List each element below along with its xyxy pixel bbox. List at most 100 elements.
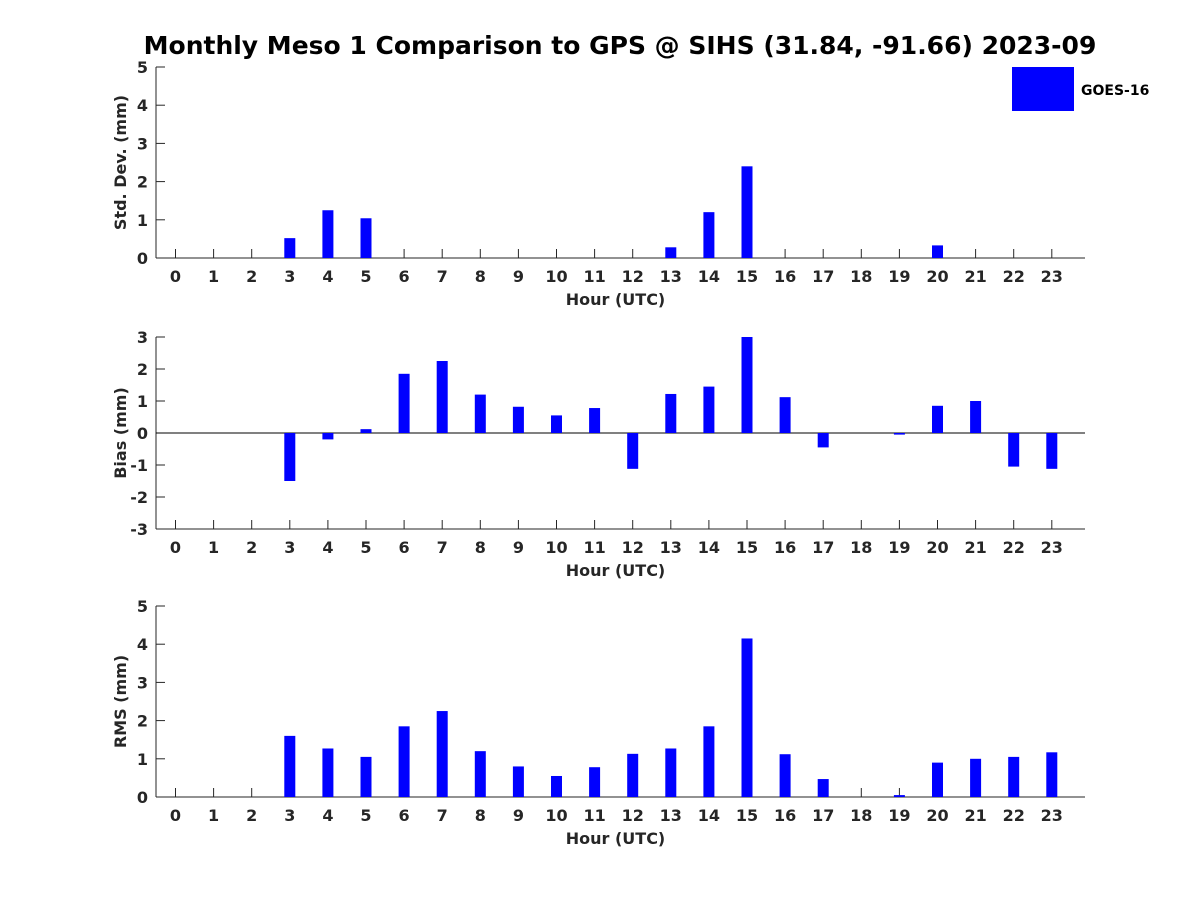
x-tick-label: 5 [360,806,371,825]
bar-hour-20 [932,405,943,433]
bar-hour-19 [893,795,905,797]
bar-hour-9 [512,766,524,797]
y-tick-label: 3 [137,673,148,692]
x-tick-label: 4 [322,267,333,286]
y-tick-label: 1 [137,750,148,769]
x-tick-label: 14 [698,806,720,825]
bar-hour-6 [398,726,410,797]
x-tick-label: 21 [964,267,986,286]
x-tick-label: 6 [399,806,410,825]
x-tick-label: 10 [545,267,567,286]
bar-hour-22 [1008,433,1020,467]
bar-hour-4 [322,210,334,258]
bar-hour-5 [360,218,372,258]
y-tick-label: 0 [137,249,148,268]
x-tick-label: 17 [812,806,834,825]
bar-hour-17 [817,779,829,797]
bar-hour-19 [893,433,905,435]
bar-hour-22 [1008,756,1020,797]
x-tick-label: 0 [170,538,181,557]
x-tick-label: 2 [246,806,257,825]
x-tick-label: 18 [850,538,872,557]
x-tick-label: 20 [926,806,948,825]
x-tick-label: 1 [208,538,219,557]
y-tick-label: 4 [137,635,148,654]
x-tick-label: 22 [1003,538,1025,557]
legend-swatch-goes16 [1012,67,1074,111]
y-tick-label: 2 [137,360,148,379]
x-tick-label: 8 [475,267,486,286]
x-tick-label: 22 [1003,806,1025,825]
x-tick-label: 7 [437,806,448,825]
x-tick-label: 13 [660,267,682,286]
bar-hour-15 [741,337,753,433]
x-tick-label: 15 [736,806,758,825]
bar-hour-20 [932,762,943,797]
x-tick-label: 3 [284,267,295,286]
y-tick-label: -3 [130,520,148,539]
bar-hour-14 [703,386,715,433]
bar-hour-7 [436,361,448,433]
x-tick-label: 3 [284,806,295,825]
x-tick-label: 12 [622,538,644,557]
x-tick-label: 21 [964,538,986,557]
bar-hour-21 [970,758,982,797]
x-tick-label: 6 [399,267,410,286]
bar-hour-10 [551,775,562,797]
x-tick-label: 7 [437,267,448,286]
y-tick-label: 0 [137,788,148,807]
x-tick-label: 11 [583,267,605,286]
bar-hour-13 [665,393,677,433]
bar-hour-16 [779,754,791,797]
bar-hour-13 [665,748,677,797]
x-tick-label: 11 [583,806,605,825]
bar-hour-15 [741,638,753,797]
x-tick-label: 16 [774,806,796,825]
x-tick-label: 13 [660,806,682,825]
x-tick-label: 2 [246,267,257,286]
y-tick-label: -1 [130,456,148,475]
bar-hour-17 [817,433,829,448]
x-tick-label: 11 [583,538,605,557]
x-tick-label: 9 [513,267,524,286]
bar-hour-23 [1046,752,1058,797]
x-tick-label: 0 [170,267,181,286]
bar-hour-8 [474,394,486,433]
x-tick-label: 14 [698,538,720,557]
x-tick-label: 0 [170,806,181,825]
bar-hour-3 [284,735,296,797]
y-tick-label: 2 [137,173,148,192]
y-tick-label: 2 [137,712,148,731]
x-tick-label: 19 [888,267,910,286]
x-tick-label: 8 [475,538,486,557]
x-tick-label: 23 [1041,267,1063,286]
x-tick-label: 10 [545,806,567,825]
x-tick-label: 8 [475,806,486,825]
x-tick-label: 2 [246,538,257,557]
x-tick-label: 18 [850,806,872,825]
x-tick-label: 9 [513,538,524,557]
y-tick-label: 5 [137,597,148,616]
bar-hour-10 [551,415,562,433]
x-tick-label: 17 [812,267,834,286]
x-tick-label: 15 [736,267,758,286]
x-tick-label: 5 [360,267,371,286]
bar-hour-20 [932,245,943,258]
bar-hour-11 [589,767,601,797]
y-axis-label: Bias (mm) [111,387,130,479]
bar-hour-13 [665,247,677,258]
x-tick-label: 23 [1041,538,1063,557]
x-tick-label: 14 [698,267,720,286]
bar-hour-5 [360,756,372,797]
x-tick-label: 17 [812,538,834,557]
bar-hour-16 [779,397,791,433]
y-axis-label: Std. Dev. (mm) [111,95,130,230]
bar-hour-7 [436,711,448,797]
x-tick-label: 10 [545,538,567,557]
x-tick-label: 1 [208,267,219,286]
x-axis-label: Hour (UTC) [566,290,666,309]
